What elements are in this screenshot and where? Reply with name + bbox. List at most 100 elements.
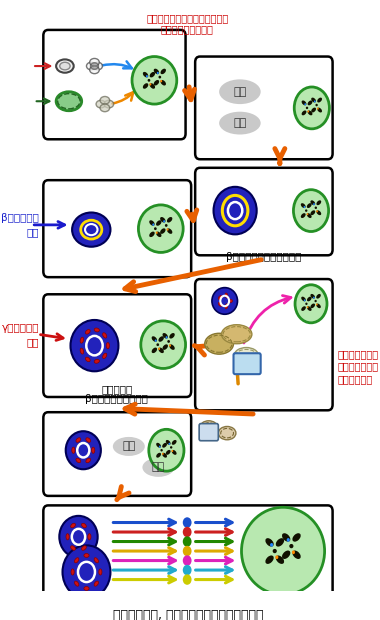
Ellipse shape: [315, 104, 318, 106]
Circle shape: [160, 80, 162, 82]
Ellipse shape: [90, 63, 98, 69]
Ellipse shape: [56, 92, 82, 111]
Ellipse shape: [214, 187, 256, 234]
Ellipse shape: [17, 327, 21, 334]
Ellipse shape: [160, 217, 166, 223]
Ellipse shape: [172, 450, 177, 455]
Ellipse shape: [311, 108, 316, 112]
Ellipse shape: [163, 344, 168, 350]
Ellipse shape: [23, 324, 28, 329]
Ellipse shape: [72, 447, 75, 453]
Circle shape: [304, 206, 305, 208]
Ellipse shape: [317, 108, 322, 112]
Ellipse shape: [317, 200, 321, 205]
Ellipse shape: [90, 66, 99, 74]
Ellipse shape: [28, 327, 33, 334]
Ellipse shape: [315, 300, 317, 303]
Text: 消失: 消失: [152, 463, 165, 472]
FancyBboxPatch shape: [234, 353, 261, 374]
Circle shape: [157, 72, 159, 74]
Ellipse shape: [56, 60, 74, 73]
Ellipse shape: [93, 62, 103, 70]
Ellipse shape: [103, 353, 107, 358]
Ellipse shape: [150, 83, 155, 89]
Ellipse shape: [307, 203, 312, 208]
Ellipse shape: [21, 340, 27, 345]
Ellipse shape: [316, 304, 321, 308]
Circle shape: [152, 223, 154, 226]
Circle shape: [171, 450, 173, 452]
Ellipse shape: [302, 110, 306, 115]
Circle shape: [166, 336, 168, 339]
FancyBboxPatch shape: [195, 168, 332, 255]
Ellipse shape: [310, 200, 315, 205]
Ellipse shape: [100, 104, 110, 112]
Ellipse shape: [86, 438, 90, 442]
Ellipse shape: [86, 458, 90, 463]
Ellipse shape: [76, 438, 81, 442]
Ellipse shape: [158, 348, 164, 353]
Ellipse shape: [60, 62, 70, 70]
Ellipse shape: [265, 538, 274, 547]
Ellipse shape: [308, 100, 312, 105]
Ellipse shape: [295, 285, 327, 323]
Ellipse shape: [166, 450, 171, 455]
Ellipse shape: [74, 581, 79, 586]
Ellipse shape: [141, 321, 185, 368]
Ellipse shape: [94, 328, 99, 332]
Circle shape: [183, 574, 192, 585]
Circle shape: [316, 303, 318, 306]
Text: β共生細菌のゲノムが縮小: β共生細菌のゲノムが縮小: [226, 252, 302, 262]
Ellipse shape: [100, 97, 110, 104]
Circle shape: [183, 536, 192, 547]
Ellipse shape: [307, 296, 312, 301]
FancyBboxPatch shape: [43, 180, 191, 277]
Ellipse shape: [84, 554, 89, 557]
Circle shape: [275, 556, 279, 559]
Ellipse shape: [158, 76, 161, 79]
Circle shape: [307, 306, 309, 308]
Ellipse shape: [80, 337, 84, 343]
Ellipse shape: [317, 97, 322, 102]
Ellipse shape: [301, 296, 306, 301]
FancyBboxPatch shape: [195, 56, 332, 159]
Ellipse shape: [154, 80, 159, 86]
Ellipse shape: [160, 449, 163, 451]
Ellipse shape: [71, 320, 119, 371]
Ellipse shape: [87, 62, 96, 70]
Text: 水平転移による: 水平転移による: [337, 349, 378, 359]
Ellipse shape: [167, 228, 173, 234]
Ellipse shape: [307, 213, 312, 218]
Ellipse shape: [96, 100, 106, 108]
Text: γ共生細菌の: γ共生細菌の: [2, 322, 40, 332]
Ellipse shape: [152, 348, 157, 353]
Ellipse shape: [149, 429, 184, 471]
Ellipse shape: [94, 360, 99, 363]
Ellipse shape: [212, 288, 238, 314]
Ellipse shape: [218, 427, 236, 440]
Circle shape: [307, 213, 308, 215]
Ellipse shape: [316, 294, 321, 299]
Text: 消失: 消失: [122, 441, 135, 451]
Ellipse shape: [106, 342, 109, 348]
Ellipse shape: [222, 325, 252, 343]
Ellipse shape: [305, 210, 307, 212]
Ellipse shape: [158, 336, 164, 342]
Text: 新規な遺伝子の: 新規な遺伝子の: [337, 361, 378, 371]
Ellipse shape: [150, 72, 155, 78]
Ellipse shape: [172, 440, 177, 445]
Ellipse shape: [317, 210, 321, 215]
Ellipse shape: [165, 224, 168, 227]
Circle shape: [168, 443, 170, 445]
Circle shape: [304, 104, 306, 105]
Text: 必須アミノ酸, ペプチドグリカンなどの合成: 必須アミノ酸, ペプチドグリカンなどの合成: [113, 609, 263, 620]
Circle shape: [307, 110, 309, 113]
Ellipse shape: [292, 533, 301, 542]
Ellipse shape: [265, 556, 274, 564]
Ellipse shape: [74, 558, 79, 563]
Ellipse shape: [104, 100, 114, 108]
Ellipse shape: [152, 336, 157, 342]
Ellipse shape: [17, 218, 31, 231]
Ellipse shape: [218, 296, 222, 299]
Ellipse shape: [219, 79, 261, 104]
